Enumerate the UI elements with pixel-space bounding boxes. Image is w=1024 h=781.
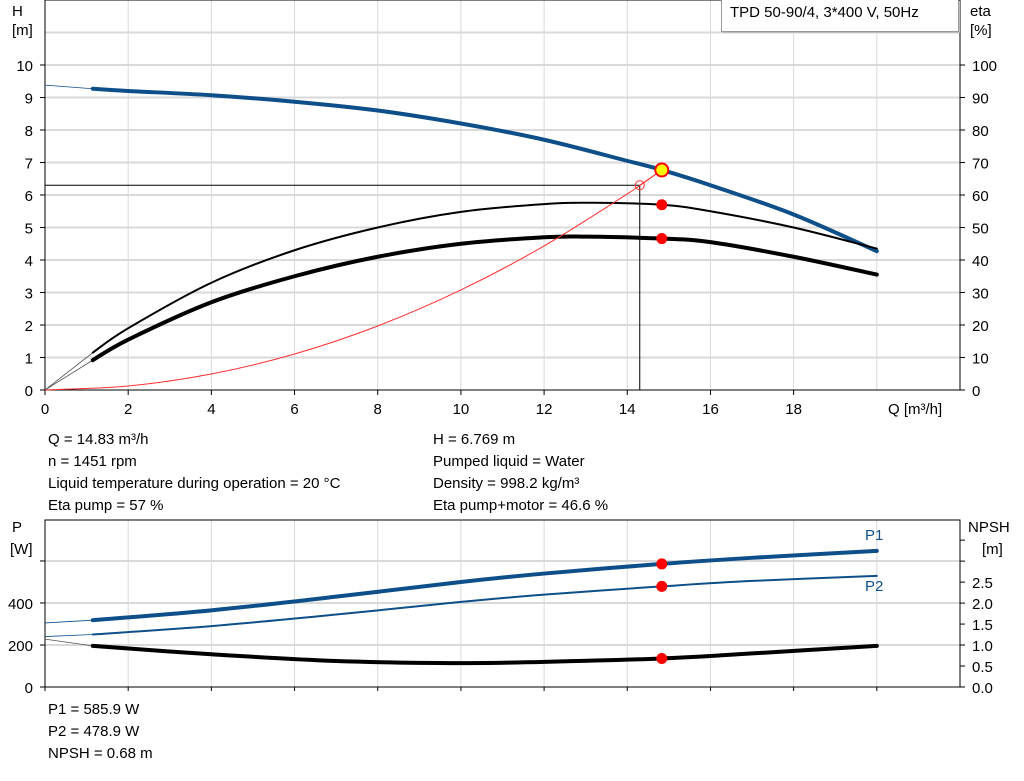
y-tick-label-right: 90: [972, 91, 989, 108]
info-flow: Q = 14.83 m³/h: [48, 431, 149, 448]
pump-legend-box: TPD 50-90/4, 3*400 V, 50Hz: [721, 0, 959, 32]
y-tick-label-left: 7: [25, 156, 33, 173]
duty-point-npsh: [656, 652, 668, 664]
series-label-p2: P2: [865, 578, 883, 595]
info-speed: n = 1451 rpm: [48, 453, 137, 470]
curve-H-extrapolation: [44, 84, 93, 90]
duty-reference-lines: [45, 184, 641, 390]
info-bottom: P1 = 585.9 W P2 = 478.9 W NPSH = 0.68 m: [48, 699, 153, 765]
info-left: Q = 14.83 m³/h n = 1451 rpm Liquid tempe…: [48, 429, 340, 517]
curve-eta_pump: [91, 201, 878, 354]
y-tick-label-left: 5: [25, 221, 33, 238]
info-p1: P1 = 585.9 W: [48, 701, 140, 718]
y-tick-label-left: 10: [16, 58, 33, 75]
curve-eta_total-extrapolation: [44, 359, 94, 391]
y-tick-label-right: 60: [972, 188, 989, 205]
y-tick-label-left: 200: [8, 638, 33, 655]
y-tick-label-right: 40: [972, 253, 989, 270]
x-tick-label: 0: [41, 401, 49, 418]
curve-P2-extrapolation: [44, 634, 93, 637]
info-right: H = 6.769 m Pumped liquid = Water Densit…: [433, 429, 608, 517]
info-head: H = 6.769 m: [433, 431, 516, 448]
y-tick-label-right: 70: [972, 156, 989, 173]
y-tick-label-left: 0: [25, 680, 33, 697]
x-tick-label: 4: [207, 401, 215, 418]
x-tick-label: 10: [453, 401, 470, 418]
info-p2: P2 = 478.9 W: [48, 723, 140, 740]
y-tick-label-right: 0.5: [972, 659, 993, 676]
duty-point-head: [654, 162, 670, 178]
y-tick-label-right: 50: [972, 221, 989, 238]
y-tick-label-right: 1.0: [972, 638, 993, 655]
y-tick-label-right: 2.5: [972, 575, 993, 592]
info-density: Density = 998.2 kg/m³: [433, 475, 580, 492]
duty-point-p1: [656, 558, 668, 570]
series-label-p1: P1: [865, 527, 883, 544]
y-tick-label-left: 0: [25, 383, 33, 400]
curve-P2: [91, 574, 878, 636]
y-axis-title-right: NPSH: [968, 519, 1010, 536]
y-axis-unit-right: [%]: [970, 22, 992, 39]
y-tick-label-left: 1: [25, 351, 33, 368]
curve-eta_total: [90, 234, 879, 363]
x-tick-label: 16: [702, 401, 719, 418]
y-tick-label-left: 9: [25, 91, 33, 108]
curve-P1-extrapolation: [44, 619, 93, 624]
curve-system: [44, 169, 663, 391]
y-tick-label-right: 20: [972, 318, 989, 335]
pump-legend-title: TPD 50-90/4, 3*400 V, 50Hz: [730, 4, 919, 21]
y-axis-title-right: eta: [970, 3, 992, 20]
y-tick-label-left: 8: [25, 123, 33, 140]
duty-point-eta-total: [656, 233, 668, 245]
info-npsh: NPSH = 0.68 m: [48, 745, 153, 762]
y-tick-label-right: 80: [972, 123, 989, 140]
curve-NPSH-extrapolation: [44, 638, 93, 647]
y-tick-label-right: 100: [972, 58, 997, 75]
x-tick-label: 2: [124, 401, 132, 418]
y-tick-label-left: 400: [8, 596, 33, 613]
y-tick-label-right: 2.0: [972, 596, 993, 613]
info-eta-total: Eta pump+motor = 46.6 %: [433, 497, 609, 514]
head-chart-grid: [44, 0, 961, 391]
y-axis-title-left: H: [12, 3, 23, 20]
y-axis-unit-right: [m]: [982, 541, 1003, 558]
curves: [44, 84, 879, 666]
x-tick-label: 14: [619, 401, 636, 418]
curve-H: [90, 86, 879, 254]
y-tick-label-right: 30: [972, 286, 989, 303]
info-eta-pump: Eta pump = 57 %: [48, 497, 164, 514]
y-tick-label-right: 0.0: [972, 680, 993, 697]
info-temperature: Liquid temperature during operation = 20…: [48, 475, 341, 492]
duty-point-p2: [656, 580, 668, 592]
y-tick-label-right: 0: [972, 383, 980, 400]
x-tick-label: 6: [290, 401, 298, 418]
y-axis-title-left: P: [12, 519, 22, 536]
y-tick-label-left: 3: [25, 286, 33, 303]
y-tick-label-left: 2: [25, 318, 33, 335]
curve-eta_pump-extrapolation: [44, 352, 94, 391]
x-tick-label: 18: [785, 401, 802, 418]
reference-point-marker: [634, 180, 645, 191]
curve-P1: [90, 548, 879, 623]
y-tick-label-right: 1.5: [972, 617, 993, 634]
duty-point-eta-pump: [656, 199, 668, 211]
y-tick-label-left: 6: [25, 188, 33, 205]
x-axis-title: Q [m³/h]: [888, 401, 942, 418]
y-tick-label-left: 4: [25, 253, 33, 270]
info-liquid: Pumped liquid = Water: [433, 453, 585, 470]
y-tick-label-right: 10: [972, 351, 989, 368]
x-tick-label: 8: [374, 401, 382, 418]
axis-labels: 0 2 4 6 8 10 12 14 16 180123456789100102030405060…: [8, 3, 1010, 697]
x-tick-label: 12: [536, 401, 553, 418]
y-axis-unit-left: [W]: [10, 541, 33, 558]
y-axis-unit-left: [m]: [12, 22, 33, 39]
curve-NPSH: [90, 643, 879, 666]
